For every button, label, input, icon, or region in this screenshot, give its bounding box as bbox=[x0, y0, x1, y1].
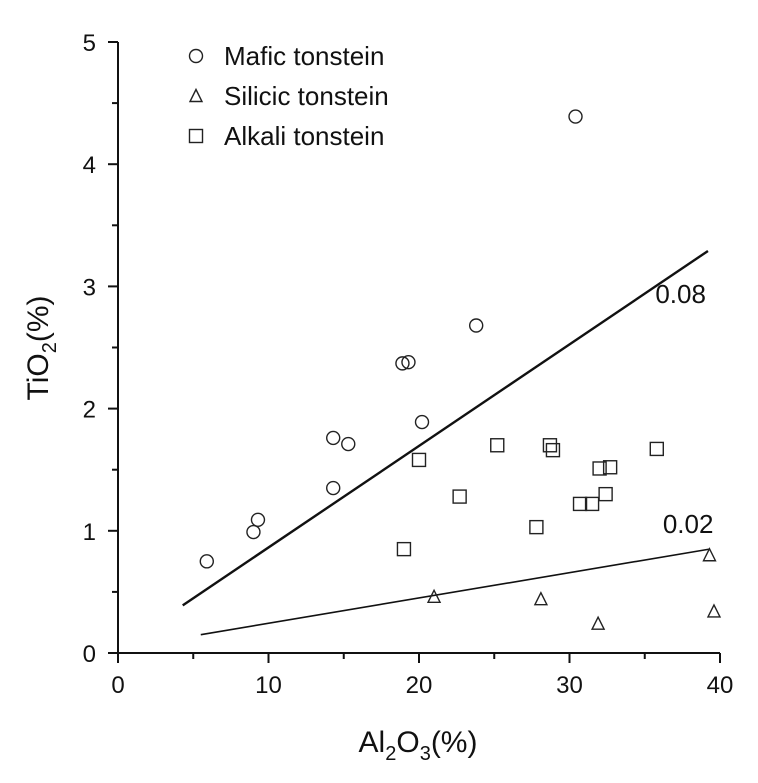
mafic-tonstein-point bbox=[199, 554, 214, 569]
y-axis-title: TiO2(%) bbox=[22, 296, 61, 401]
data-points bbox=[199, 109, 722, 630]
legend: Mafic tonstein Silicic tonstein Alkali ton… bbox=[188, 41, 389, 151]
mafic-tonstein-point bbox=[568, 109, 583, 124]
legend-marker-mafic-tonstein bbox=[188, 48, 204, 64]
mafic-tonstein-point bbox=[401, 354, 416, 370]
alkali-tonstein-point bbox=[396, 541, 412, 557]
x-tick-label: 30 bbox=[556, 672, 583, 699]
alkali-tonstein-point bbox=[411, 452, 427, 468]
mafic-tonstein-point bbox=[246, 524, 261, 540]
alkali-tonstein-point bbox=[572, 496, 588, 512]
silicic-tonstein-point bbox=[706, 603, 722, 618]
silicic-tonstein-point bbox=[702, 547, 717, 562]
legend-marker-silicic-tonstein bbox=[188, 87, 204, 103]
reference-line-0.08 bbox=[182, 249, 709, 607]
x-tick-label: 40 bbox=[707, 672, 734, 699]
mafic-tonstein-point bbox=[395, 356, 410, 371]
y-tick-label: 3 bbox=[83, 274, 96, 301]
silicic-tonstein-point bbox=[533, 591, 549, 606]
mafic-tonstein-point bbox=[326, 430, 341, 446]
alkali-tonstein-point bbox=[649, 441, 664, 457]
silicic-tonstein-point bbox=[426, 588, 442, 603]
alkali-tonstein-point bbox=[542, 438, 558, 453]
axes: 0 10 20 30 40 0 1 2 3 4 5 bbox=[83, 30, 734, 699]
x-tick-label: 20 bbox=[406, 672, 433, 699]
y-tick-label: 5 bbox=[83, 30, 96, 57]
y-tick-label: 2 bbox=[83, 397, 96, 424]
reference-line-label: 0.02 bbox=[663, 509, 714, 539]
x-tick-label: 0 bbox=[111, 672, 124, 699]
alkali-tonstein-point bbox=[529, 519, 544, 535]
reference-lines: 0.08 0.02 bbox=[182, 249, 714, 636]
mafic-tonstein-point bbox=[326, 480, 341, 496]
x-tick-label: 10 bbox=[255, 672, 282, 699]
alkali-tonstein-point bbox=[545, 442, 561, 458]
alkali-tonstein-point bbox=[592, 461, 607, 476]
alkali-tonstein-point bbox=[602, 460, 618, 475]
y-tick-label: 1 bbox=[83, 519, 96, 546]
alkali-tonstein-point bbox=[584, 496, 600, 512]
y-tick-label: 4 bbox=[83, 152, 96, 179]
mafic-tonstein-point bbox=[414, 414, 430, 430]
alkali-tonstein-point bbox=[598, 486, 613, 502]
reference-line-0.02 bbox=[200, 548, 710, 636]
silicic-tonstein-point bbox=[590, 615, 606, 630]
legend-label-silicic-tonstein: Silicic tonstein bbox=[224, 81, 389, 111]
y-tick-label: 0 bbox=[83, 641, 96, 668]
legend-marker-alkali-tonstein bbox=[188, 128, 204, 144]
alkali-tonstein-point bbox=[490, 438, 505, 453]
legend-label-alkali-tonstein: Alkali tonstein bbox=[224, 121, 384, 151]
mafic-tonstein-point bbox=[468, 318, 484, 333]
x-axis-title: Al2O3(%) bbox=[359, 726, 478, 765]
alkali-tonstein-point bbox=[452, 489, 467, 504]
reference-line-label: 0.08 bbox=[655, 279, 706, 309]
legend-label-mafic-tonstein: Mafic tonstein bbox=[224, 41, 384, 71]
mafic-tonstein-point bbox=[341, 436, 356, 452]
mafic-tonstein-point bbox=[250, 512, 266, 528]
